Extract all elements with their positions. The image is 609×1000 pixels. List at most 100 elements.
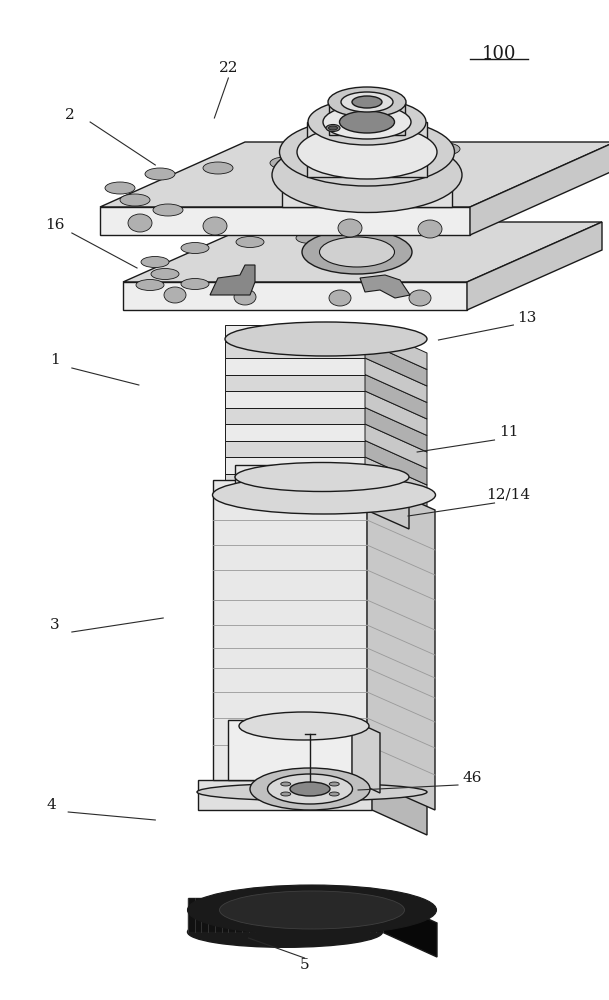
Ellipse shape — [120, 194, 150, 206]
Polygon shape — [365, 408, 427, 452]
Ellipse shape — [197, 783, 427, 801]
Ellipse shape — [430, 143, 460, 155]
Ellipse shape — [418, 220, 442, 238]
Ellipse shape — [239, 712, 369, 740]
Polygon shape — [225, 325, 365, 342]
Polygon shape — [210, 265, 255, 295]
Ellipse shape — [234, 289, 256, 305]
Polygon shape — [225, 424, 365, 440]
Ellipse shape — [219, 891, 404, 929]
Polygon shape — [329, 102, 405, 135]
Polygon shape — [228, 720, 352, 780]
Polygon shape — [188, 898, 382, 932]
Polygon shape — [225, 391, 365, 408]
Ellipse shape — [128, 214, 152, 232]
Ellipse shape — [308, 99, 426, 145]
Polygon shape — [365, 424, 427, 468]
Polygon shape — [365, 358, 427, 402]
Polygon shape — [198, 780, 372, 810]
Polygon shape — [365, 457, 427, 502]
Text: 22: 22 — [219, 61, 238, 75]
Text: 46: 46 — [462, 771, 482, 785]
Ellipse shape — [203, 162, 233, 174]
Ellipse shape — [329, 290, 351, 306]
Polygon shape — [382, 898, 437, 957]
Polygon shape — [352, 720, 380, 793]
Polygon shape — [367, 480, 435, 810]
Polygon shape — [282, 152, 452, 207]
Ellipse shape — [181, 278, 209, 290]
Ellipse shape — [296, 232, 324, 243]
Ellipse shape — [302, 230, 412, 274]
Polygon shape — [100, 142, 609, 207]
Ellipse shape — [281, 782, 290, 786]
Ellipse shape — [297, 125, 437, 179]
Ellipse shape — [164, 287, 186, 303]
Ellipse shape — [136, 279, 164, 290]
Ellipse shape — [323, 105, 411, 139]
Polygon shape — [225, 374, 365, 391]
Polygon shape — [467, 222, 602, 310]
Ellipse shape — [281, 792, 290, 796]
Polygon shape — [225, 358, 365, 374]
Polygon shape — [225, 408, 365, 424]
Ellipse shape — [105, 182, 135, 194]
Polygon shape — [355, 465, 409, 529]
Polygon shape — [100, 207, 470, 235]
Polygon shape — [213, 480, 367, 780]
Text: 2: 2 — [65, 108, 75, 122]
Text: 1: 1 — [50, 353, 60, 367]
Ellipse shape — [250, 768, 370, 810]
Polygon shape — [470, 142, 609, 235]
Ellipse shape — [328, 87, 406, 117]
Ellipse shape — [401, 224, 429, 234]
Polygon shape — [372, 780, 427, 835]
Text: 5: 5 — [300, 958, 309, 972]
Ellipse shape — [335, 152, 365, 164]
Polygon shape — [365, 474, 427, 518]
Ellipse shape — [320, 237, 395, 267]
Ellipse shape — [188, 917, 382, 947]
Ellipse shape — [225, 322, 427, 356]
Ellipse shape — [141, 256, 169, 267]
Ellipse shape — [339, 111, 395, 133]
Ellipse shape — [235, 462, 409, 491]
Ellipse shape — [181, 242, 209, 253]
Ellipse shape — [338, 219, 362, 237]
Ellipse shape — [409, 290, 431, 306]
Ellipse shape — [213, 476, 435, 514]
Ellipse shape — [290, 782, 330, 796]
Ellipse shape — [151, 268, 179, 279]
Text: 12/14: 12/14 — [487, 488, 530, 502]
Text: 4: 4 — [47, 798, 57, 812]
Polygon shape — [235, 465, 355, 505]
Ellipse shape — [203, 217, 227, 235]
Ellipse shape — [436, 221, 464, 232]
Ellipse shape — [352, 96, 382, 108]
Ellipse shape — [280, 118, 454, 186]
Polygon shape — [360, 275, 410, 298]
Text: 3: 3 — [50, 618, 60, 632]
Ellipse shape — [356, 229, 384, 239]
Ellipse shape — [328, 126, 337, 130]
Text: 11: 11 — [499, 425, 518, 439]
Polygon shape — [365, 440, 427, 485]
Polygon shape — [365, 391, 427, 436]
Ellipse shape — [153, 204, 183, 216]
Polygon shape — [365, 374, 427, 419]
Text: 13: 13 — [517, 311, 537, 325]
Ellipse shape — [329, 782, 339, 786]
Ellipse shape — [341, 92, 393, 112]
Polygon shape — [225, 474, 365, 490]
Polygon shape — [123, 222, 602, 282]
Polygon shape — [225, 440, 365, 457]
Polygon shape — [225, 342, 365, 358]
Ellipse shape — [145, 168, 175, 180]
Text: 16: 16 — [45, 218, 65, 232]
Polygon shape — [365, 325, 427, 369]
Polygon shape — [365, 342, 427, 386]
Ellipse shape — [188, 885, 437, 935]
Polygon shape — [307, 122, 427, 177]
Polygon shape — [123, 282, 467, 310]
Ellipse shape — [270, 157, 300, 169]
